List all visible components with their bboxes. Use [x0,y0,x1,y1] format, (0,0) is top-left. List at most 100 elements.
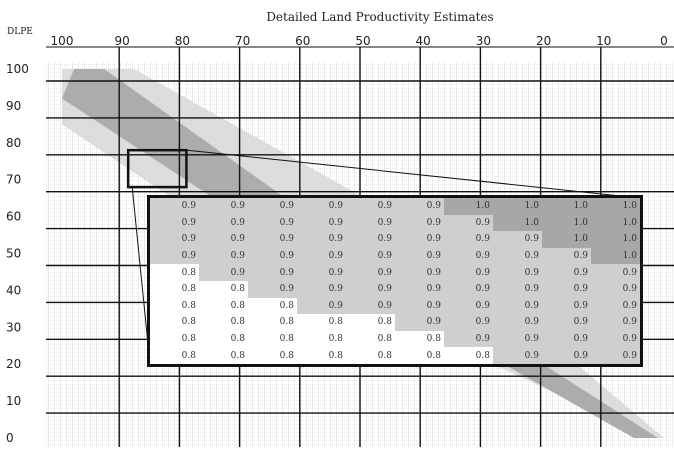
inset-cell: 0.8 [248,297,297,315]
inset-cell: 0.9 [297,214,346,232]
inset-row: 0.8 0.8 0.8 0.8 0.8 0.9 0.9 0.9 0.9 0.9 [150,314,640,331]
inset-cell: 0.9 [297,297,346,315]
inset-cell: 0.9 [346,297,395,315]
y-tick-label: 20 [6,357,21,371]
inset-cell: 0.9 [199,198,248,215]
callout-line-top [186,149,641,199]
inset-cell: 0.9 [248,198,297,215]
inset-cell: 1.0 [444,198,493,215]
inset-cell: 0.8 [150,347,199,364]
inset-cell: 0.9 [493,314,542,331]
inset-cell: 0.9 [542,347,591,364]
inset-cell: 0.9 [395,264,444,281]
inset-cell: 0.9 [346,231,395,248]
inset-row: 0.8 0.8 0.8 0.8 0.8 0.8 0.8 0.9 0.9 0.9 [150,347,640,364]
inset-cell: 0.9 [248,231,297,248]
inset-row: 0.8 0.9 0.9 0.9 0.9 0.9 0.9 0.9 0.9 0.9 [150,264,640,281]
callout-line-bottom [131,187,151,365]
inset-cell: 0.8 [150,280,199,298]
inset-cell: 1.0 [493,198,542,215]
inset-cell: 0.9 [591,264,640,281]
inset-row: 0.9 0.9 0.9 0.9 0.9 0.9 0.9 1.0 1.0 1.0 [150,214,640,232]
inset-cell: 0.8 [297,347,346,364]
inset-cell: 0.9 [199,264,248,281]
inset-cell: 0.8 [346,347,395,364]
inset-cell: 0.9 [297,264,346,281]
inset-cell: 0.9 [542,330,591,348]
inset-cell: 1.0 [493,214,542,232]
inset-cell: 0.8 [199,330,248,348]
inset-row: 0.9 0.9 0.9 0.9 0.9 0.9 0.9 0.9 1.0 1.0 [150,231,640,248]
inset-cell: 0.9 [444,314,493,331]
inset-cell: 0.8 [248,347,297,364]
inset-cell: 0.9 [297,231,346,248]
inset-cell: 0.9 [150,231,199,248]
inset-cell: 0.9 [542,264,591,281]
y-tick-label: 50 [6,247,21,261]
inset-cell: 0.9 [591,314,640,331]
inset-cell: 0.8 [395,330,444,348]
inset-cell: 0.8 [248,314,297,331]
inset-cell: 0.9 [199,231,248,248]
inset-cell: 0.8 [199,280,248,298]
zoom-callout [126,148,641,365]
inset-cell: 1.0 [591,247,640,265]
inset-row: 0.8 0.8 0.8 0.9 0.9 0.9 0.9 0.9 0.9 0.9 [150,297,640,315]
inset-cell: 0.8 [199,314,248,331]
chart-title: Detailed Land Productivity Estimates [266,10,493,24]
inset-row: 0.8 0.8 0.9 0.9 0.9 0.9 0.9 0.9 0.9 0.9 [150,280,640,298]
inset-cell: 0.8 [346,314,395,331]
inset-cell: 0.9 [493,280,542,298]
inset-cell: 0.9 [248,280,297,298]
inset-cell: 0.8 [444,347,493,364]
inset-cell: 0.8 [248,330,297,348]
inset-cell: 0.9 [493,264,542,281]
inset-cell: 0.9 [297,198,346,215]
inset-cell: 0.9 [150,198,199,215]
inset-cell: 0.9 [395,214,444,232]
inset-row: 0.9 0.9 0.9 0.9 0.9 0.9 0.9 0.9 0.9 1.0 [150,247,640,265]
inset-cell: 0.9 [444,297,493,315]
inset-cell: 0.8 [346,330,395,348]
inset-cell: 0.9 [150,214,199,232]
x-axis-ticks: 100 90 80 70 60 50 40 30 20 10 0 [51,34,668,48]
inset-cell: 0.9 [493,330,542,348]
inset-cell: 0.9 [297,247,346,265]
inset-row: 0.8 0.8 0.8 0.8 0.8 0.8 0.9 0.9 0.9 0.9 [150,330,640,348]
inset-cell: 0.8 [199,347,248,364]
inset-cell: 0.9 [542,280,591,298]
x-tick-label: 100 [51,34,74,48]
inset-cell: 0.9 [395,247,444,265]
inset-cell: 1.0 [591,214,640,232]
inset-cell: 0.8 [199,297,248,315]
x-tick-label: 40 [416,34,431,48]
inset-cell: 0.9 [346,214,395,232]
inset-cell: 0.9 [297,280,346,298]
inset-cell: 0.9 [444,280,493,298]
x-tick-label: 30 [476,34,491,48]
inset-cell: 0.9 [542,297,591,315]
y-tick-label: 30 [6,320,21,334]
x-tick-label: 20 [536,34,551,48]
inset-cell: 1.0 [591,231,640,248]
x-tick-label: 80 [175,34,190,48]
inset-row: 0.9 0.9 0.9 0.9 0.9 0.9 1.0 1.0 1.0 1.0 [150,198,640,215]
inset-cell: 0.9 [542,247,591,265]
inset-cell: 1.0 [591,198,640,215]
x-tick-label: 90 [115,34,130,48]
inset-cell: 0.8 [395,347,444,364]
inset-cell: 0.9 [395,297,444,315]
inset-cell: 0.9 [395,231,444,248]
inset-cell: 0.8 [150,330,199,348]
inset-cell: 0.9 [395,280,444,298]
inset-cell: 0.9 [346,280,395,298]
inset-cell: 0.8 [150,264,199,281]
inset-cell: 0.8 [297,330,346,348]
inset-cell: 0.9 [444,231,493,248]
y-tick-label: 40 [6,283,21,297]
inset-cell: 0.9 [444,247,493,265]
x-tick-label: 50 [355,34,370,48]
inset-cell: 0.9 [444,264,493,281]
y-tick-label: 0 [6,431,14,445]
